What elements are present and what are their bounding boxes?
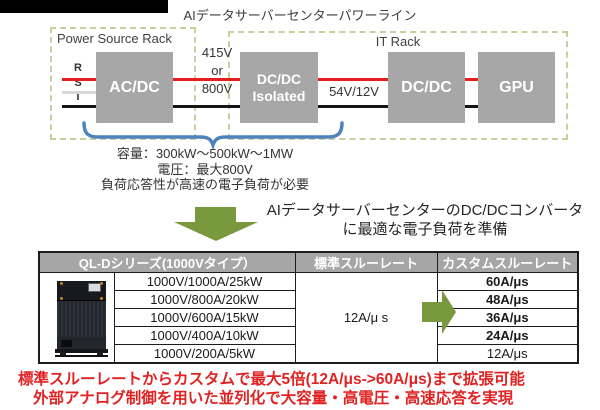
power-source-rack-box	[50, 27, 196, 140]
custom-rate-cell: 48A/μs	[436, 290, 579, 309]
bus-voltage-415: 415V	[201, 45, 233, 60]
table-row: 1000V/400A/10kW 24A/μs	[39, 326, 579, 345]
block-dcdc-isolated-label-2: Isolated	[252, 87, 306, 104]
model-cell: 1000V/800A/20kW	[113, 290, 296, 309]
redaction-bar	[0, 0, 168, 13]
callout-line-1: AIデータサーバーセンターのDC/DCコンバータ	[266, 202, 584, 219]
custom-rate-cell: 36A/μs	[436, 308, 579, 327]
callout-line-2: に最適な電子負荷を準備	[342, 220, 508, 238]
gray-power-wire	[62, 91, 96, 94]
phase-label-t: T	[74, 91, 82, 103]
spec-voltage: 電圧：最大800V	[157, 161, 253, 177]
footer-line-2: 外部アナログ制御を用いた並列化で大容量・高電圧・高速応答を実現	[33, 390, 514, 407]
electronic-load-product-image	[55, 281, 108, 357]
custom-rate-cell: 60A/μs	[436, 272, 579, 291]
block-dcdc-isolated: DC/DC Isolated	[240, 52, 318, 123]
model-cell: 1000V/1000A/25kW	[113, 272, 296, 291]
model-cell: 1000V/600A/15kW	[113, 308, 296, 327]
footer-line-1: 標準スルーレートからカスタムで最大5倍(12A/μs->60A/μs)まで拡張可…	[18, 371, 525, 388]
phase-label-r: R	[74, 62, 82, 74]
bus-voltage-or: or	[211, 63, 223, 78]
down-arrow-icon	[174, 207, 258, 241]
power-source-rack-label: Power Source Rack	[57, 31, 172, 46]
standard-rate-cell: 12A/μ s	[294, 272, 438, 363]
callout-text: AIデータサーバーセンターのDC/DCコンバータ に最適な電子負荷を準備	[258, 202, 592, 239]
it-rack-box	[228, 31, 568, 140]
block-dcdc-isolated-label-1: DC/DC	[256, 70, 302, 87]
spec-table: QL-Dシリーズ(1000Vタイプ） 標準スルーレート カスタムスルーレート	[38, 251, 580, 364]
model-cell: 1000V/200A/5kW	[113, 344, 296, 363]
output-voltage-label: 54V/12V	[329, 84, 379, 99]
block-acdc-label: AC/DC	[109, 78, 160, 96]
custom-rate-cell: 12A/μs	[436, 344, 579, 363]
spec-capacity: 容量：300kW～500kW～1MW	[116, 146, 294, 161]
product-display	[88, 283, 101, 292]
block-gpu: GPU	[478, 52, 555, 123]
header-custom-rate: カスタムスルーレート	[436, 251, 579, 273]
model-cell: 1000V/400A/10kW	[113, 326, 296, 345]
it-rack-label: IT Rack	[375, 34, 421, 49]
table-header-row: QL-Dシリーズ(1000Vタイプ） 標準スルーレート カスタムスルーレート	[38, 251, 579, 273]
header-standard-rate: 標準スルーレート	[294, 251, 438, 273]
bus-voltage-label: 415V or 800V	[194, 44, 240, 98]
spec-response: 負荷応答性が高速の電子負荷が必要	[100, 177, 309, 192]
block-gpu-label: GPU	[499, 78, 534, 96]
block-dcdc: DC/DC	[388, 52, 465, 123]
bus-voltage-800: 800V	[201, 81, 233, 96]
header-series: QL-Dシリーズ(1000Vタイプ）	[38, 251, 296, 273]
page-title: AIデータサーバーセンターパワーライン	[183, 8, 417, 23]
table-row: 1000V/1000A/25kW 12A/μ s 60A/μs	[38, 272, 579, 363]
right-arrow-icon	[422, 290, 456, 334]
spec-text: 容量：300kW～500kW～1MW 電圧：最大800V 負荷応答性が高速の電子…	[55, 146, 355, 193]
block-dcdc-label: DC/DC	[401, 78, 452, 96]
block-acdc: AC/DC	[96, 52, 173, 123]
product-image-cell	[38, 272, 115, 363]
custom-rate-cell: 24A/μs	[436, 326, 579, 345]
underbrace-icon	[82, 121, 344, 149]
phase-label-s: S	[74, 77, 82, 89]
table-row: 1000V/200A/5kW 12A/μs	[39, 344, 579, 363]
